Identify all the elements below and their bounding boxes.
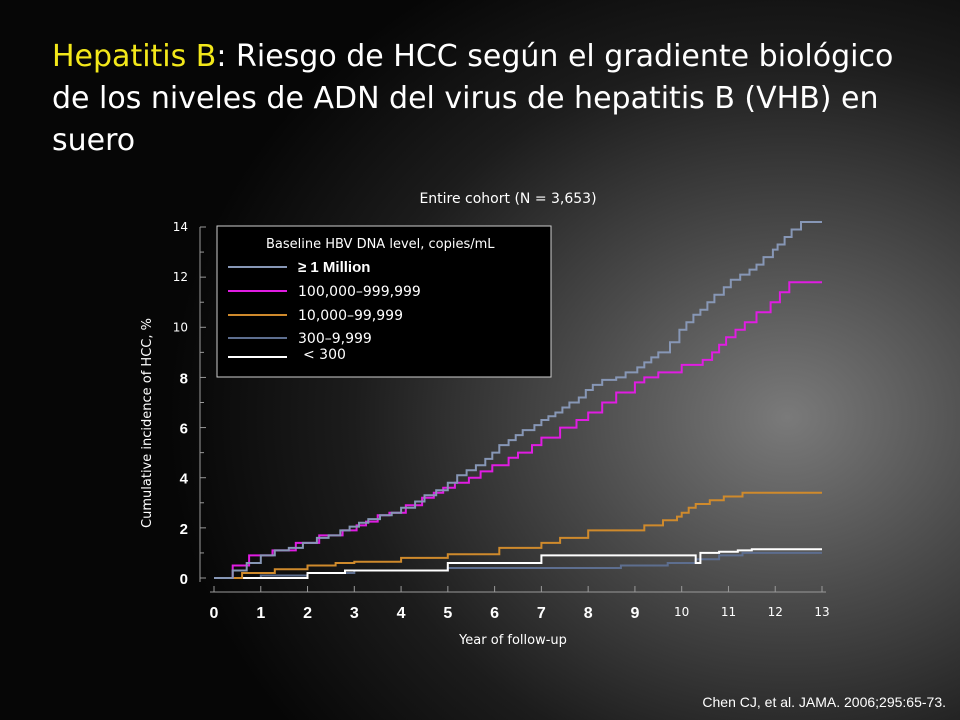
y-axis-label: Cumulative incidence of HCC, % bbox=[140, 318, 155, 528]
x-tick-label: 13 bbox=[814, 605, 829, 619]
series-line-300 bbox=[214, 548, 822, 579]
title-highlight: Hepatitis B bbox=[52, 39, 217, 74]
citation: Chen CJ, et al. JAMA. 2006;295:65-73. bbox=[702, 694, 946, 710]
series-line-300-9-999 bbox=[214, 551, 822, 579]
legend-label: ≥ 1 Million bbox=[298, 259, 370, 276]
x-tick-label: 7 bbox=[537, 605, 546, 622]
y-tick-label: 8 bbox=[180, 370, 188, 387]
slide-title: Hepatitis B: Riesgo de HCC según el grad… bbox=[52, 36, 932, 162]
x-tick-label: 12 bbox=[768, 605, 783, 619]
legend-title: Baseline HBV DNA level, copies/mL bbox=[266, 237, 495, 252]
x-tick-label: 5 bbox=[443, 605, 452, 622]
x-tick-label: 4 bbox=[397, 605, 406, 622]
legend-box bbox=[216, 225, 552, 378]
y-tick-label: 4 bbox=[180, 471, 189, 488]
y-tick-label: 2 bbox=[180, 521, 188, 538]
x-tick-label: 8 bbox=[584, 605, 593, 622]
series-line-1-million bbox=[214, 221, 822, 579]
x-tick-label: 2 bbox=[303, 605, 312, 622]
legend-label: 100,000–999,999 bbox=[298, 284, 421, 300]
x-axis-label: Year of follow-up bbox=[458, 633, 567, 648]
x-tick-label: 6 bbox=[490, 605, 499, 622]
x-tick-label: 3 bbox=[350, 605, 359, 622]
y-tick-label: 12 bbox=[173, 270, 188, 284]
legend-label: < 300 bbox=[303, 347, 346, 363]
y-tick-label: 10 bbox=[173, 320, 188, 334]
x-tick-label: 9 bbox=[630, 605, 639, 622]
series-line-10-000-99-999 bbox=[214, 491, 822, 579]
x-tick-label: 11 bbox=[721, 605, 736, 619]
x-tick-label: 0 bbox=[210, 605, 219, 622]
legend-label: 10,000–99,999 bbox=[298, 308, 403, 324]
y-tick-label: 6 bbox=[180, 421, 188, 438]
y-tick-label: 14 bbox=[173, 220, 188, 234]
x-tick-label: 10 bbox=[674, 605, 689, 619]
title-rest: : Riesgo de HCC según el gradiente bioló… bbox=[52, 39, 894, 158]
legend-label: 300–9,999 bbox=[298, 331, 372, 347]
chart-title: Entire cohort (N = 3,653) bbox=[419, 191, 596, 207]
x-tick-label: 1 bbox=[256, 605, 265, 622]
y-tick-label: 0 bbox=[180, 571, 188, 588]
